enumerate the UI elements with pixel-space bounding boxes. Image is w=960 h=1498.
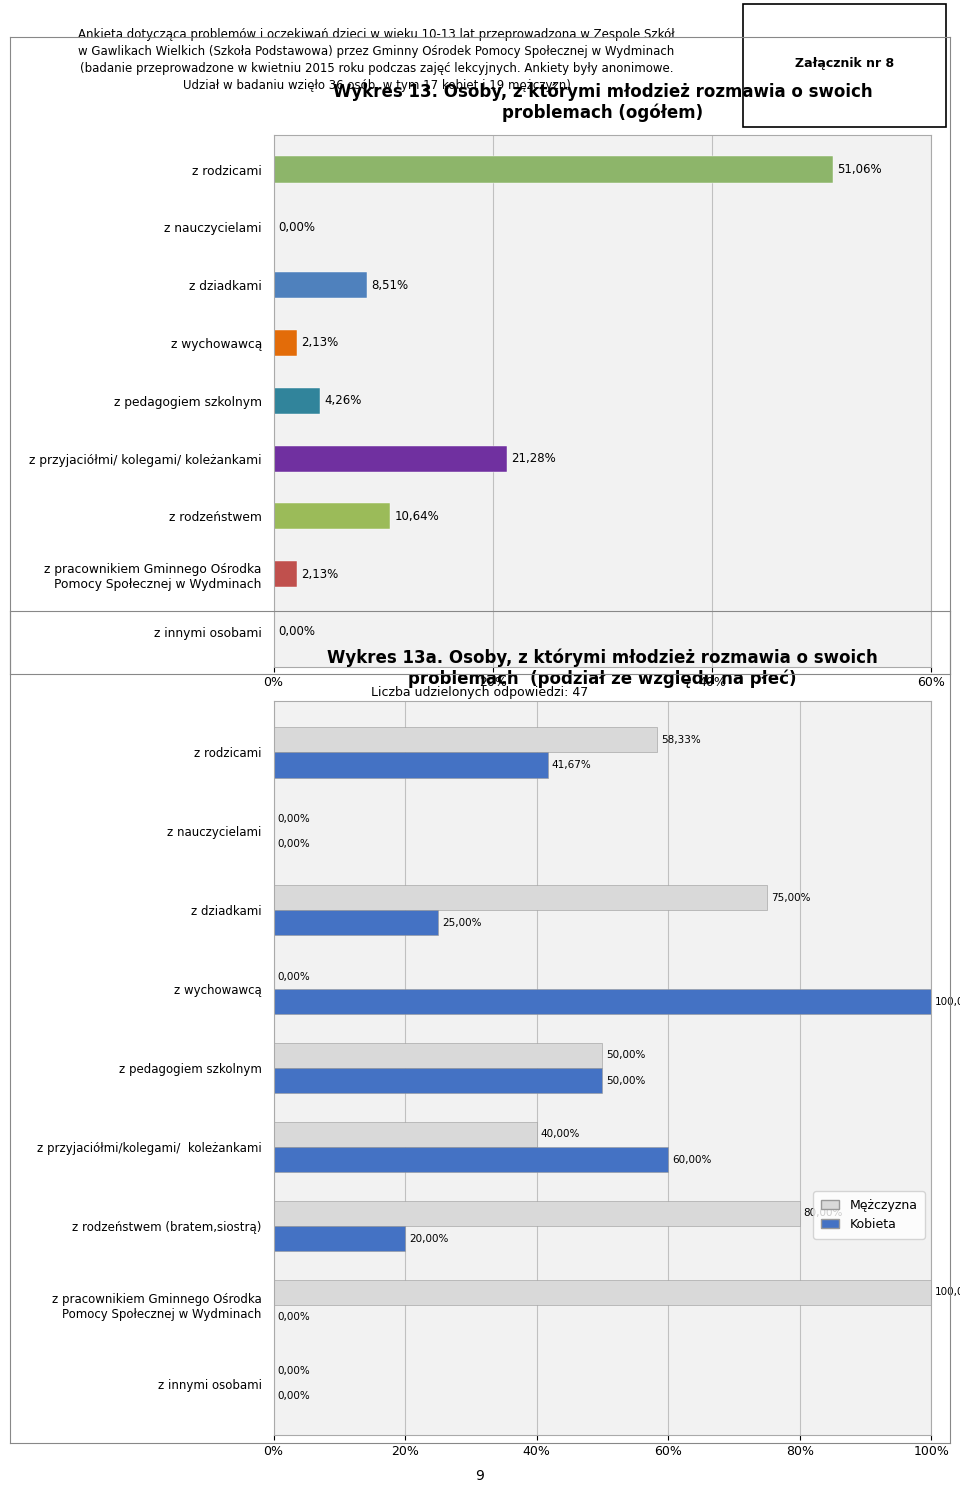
Text: Ankieta dotycząca problemów i oczekiwań dzieci w wieku 10-13 lat przeprowadzona : Ankieta dotycząca problemów i oczekiwań … [78, 28, 675, 91]
Text: 100,00%: 100,00% [935, 1287, 960, 1297]
Text: 40,00%: 40,00% [540, 1129, 580, 1140]
Text: Liczba udzielonych odpowiedzi: 47: Liczba udzielonych odpowiedzi: 47 [372, 686, 588, 698]
Bar [274, 503, 390, 529]
Bar [274, 885, 767, 911]
Text: 21,28%: 21,28% [512, 452, 556, 464]
Text: 100,00%: 100,00% [935, 996, 960, 1007]
Text: 75,00%: 75,00% [771, 893, 810, 903]
Bar [274, 1068, 602, 1094]
Text: 0,00%: 0,00% [277, 1366, 310, 1377]
Text: 0,00%: 0,00% [277, 1392, 310, 1402]
Bar [274, 727, 658, 752]
Text: 0,00%: 0,00% [277, 839, 310, 849]
Bar [274, 445, 507, 472]
Text: 25,00%: 25,00% [442, 918, 482, 927]
Text: 8,51%: 8,51% [372, 279, 408, 292]
Text: 0,00%: 0,00% [277, 813, 310, 824]
Legend: Mężczyzna, Kobieta: Mężczyzna, Kobieta [813, 1191, 924, 1239]
Title: Wykres 13. Osoby, z którymi młodzież rozmawia o swoich
problemach (ogółem): Wykres 13. Osoby, z którymi młodzież roz… [332, 82, 873, 123]
Bar [274, 989, 931, 1014]
Bar [274, 1122, 537, 1147]
Bar [274, 1147, 668, 1173]
Text: Załącznik nr 8: Załącznik nr 8 [796, 57, 895, 70]
Text: 58,33%: 58,33% [661, 734, 701, 745]
Bar [274, 388, 321, 413]
Bar [274, 1225, 405, 1251]
Text: 0,00%: 0,00% [278, 220, 315, 234]
Bar [274, 1279, 931, 1305]
Text: 50,00%: 50,00% [607, 1050, 646, 1061]
Text: 0,00%: 0,00% [277, 1312, 310, 1323]
Text: 80,00%: 80,00% [804, 1209, 843, 1218]
Bar [274, 752, 547, 777]
Text: 9: 9 [475, 1468, 485, 1483]
Bar [274, 1201, 800, 1225]
Bar [274, 562, 297, 587]
Text: 4,26%: 4,26% [324, 394, 362, 407]
Bar [274, 156, 833, 183]
Text: 41,67%: 41,67% [552, 759, 591, 770]
Text: 2,13%: 2,13% [301, 337, 339, 349]
Text: 0,00%: 0,00% [277, 972, 310, 981]
Text: 60,00%: 60,00% [672, 1155, 711, 1164]
Bar [274, 1043, 602, 1068]
Text: 20,00%: 20,00% [409, 1233, 448, 1243]
Bar [274, 273, 367, 298]
Text: 2,13%: 2,13% [301, 568, 339, 581]
Text: 51,06%: 51,06% [838, 163, 882, 175]
Bar [743, 4, 946, 127]
Bar [274, 911, 438, 935]
Bar [274, 330, 297, 357]
Text: 50,00%: 50,00% [607, 1076, 646, 1086]
Text: 10,64%: 10,64% [395, 509, 440, 523]
Text: 0,00%: 0,00% [278, 626, 315, 638]
Title: Wykres 13a. Osoby, z którymi młodzież rozmawia o swoich
problemach  (podział ze : Wykres 13a. Osoby, z którymi młodzież ro… [327, 649, 877, 689]
